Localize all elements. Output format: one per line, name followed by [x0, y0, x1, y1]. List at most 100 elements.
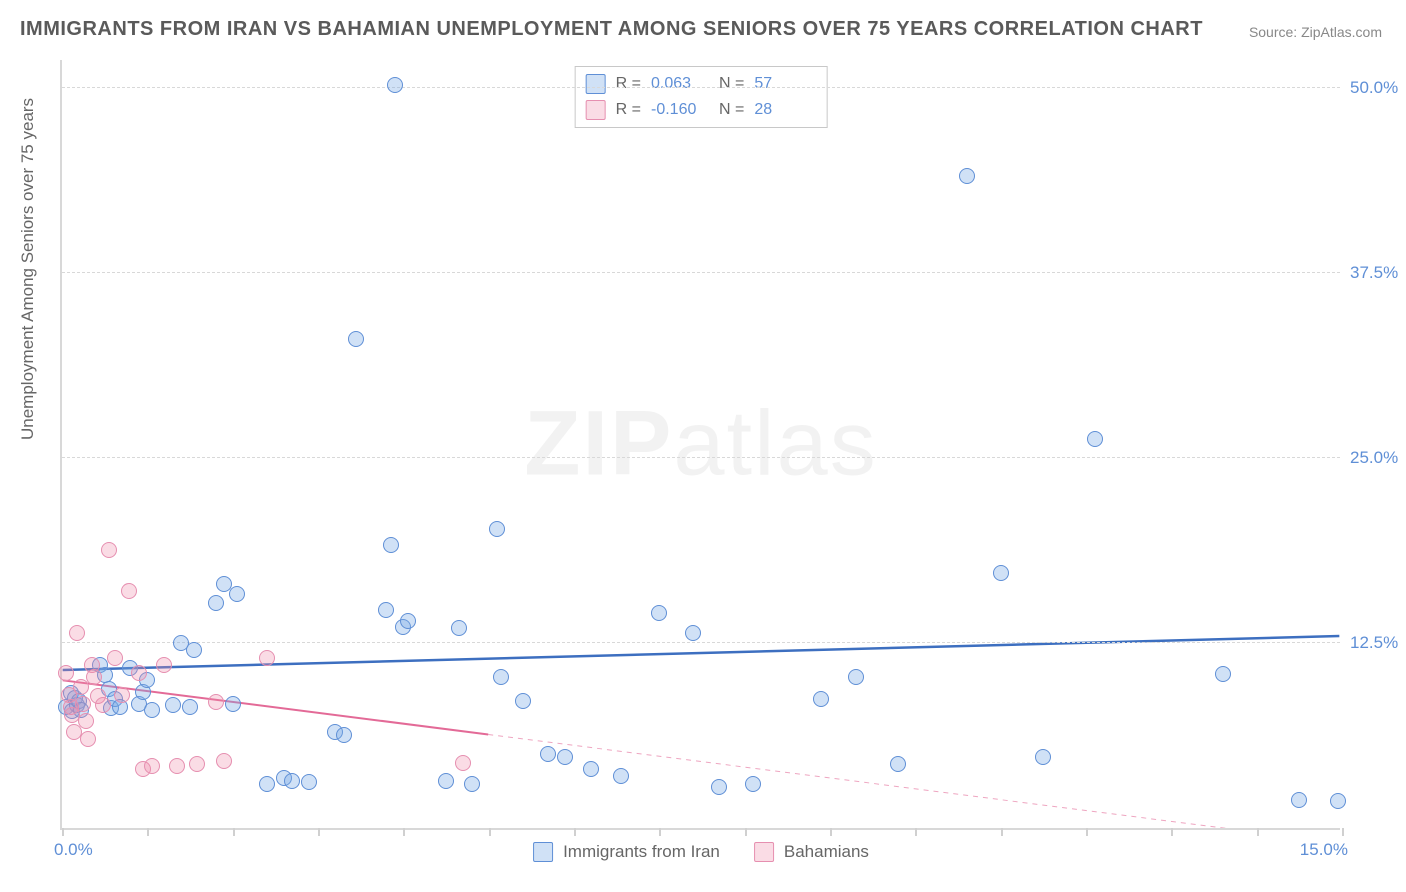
x-tick — [659, 828, 661, 836]
swatch-icon — [586, 100, 606, 120]
data-point — [336, 727, 352, 743]
series-legend-label-1: Bahamians — [784, 842, 869, 862]
x-tick — [233, 828, 235, 836]
x-tick — [318, 828, 320, 836]
legend-n-value-1: 28 — [754, 97, 812, 123]
correlation-legend: R = 0.063 N = 57 R = -0.160 N = 28 — [575, 66, 828, 128]
x-tick — [830, 828, 832, 836]
data-point — [540, 746, 556, 762]
data-point — [651, 605, 667, 621]
data-point — [144, 702, 160, 718]
source-attribution: Source: ZipAtlas.com — [1249, 24, 1382, 40]
data-point — [711, 779, 727, 795]
series-legend-label-0: Immigrants from Iran — [563, 842, 720, 862]
data-point — [259, 650, 275, 666]
x-tick — [489, 828, 491, 836]
data-point — [464, 776, 480, 792]
legend-r-value-0: 0.063 — [651, 71, 709, 97]
data-point — [80, 731, 96, 747]
data-point — [75, 696, 91, 712]
data-point — [107, 650, 123, 666]
data-point — [165, 697, 181, 713]
data-point — [189, 756, 205, 772]
data-point — [1291, 792, 1307, 808]
data-point — [86, 669, 102, 685]
data-point — [1330, 793, 1346, 809]
data-point — [583, 761, 599, 777]
data-point — [455, 755, 471, 771]
data-point — [745, 776, 761, 792]
data-point — [557, 749, 573, 765]
legend-n-label: N = — [719, 97, 744, 123]
y-tick-label: 37.5% — [1350, 263, 1406, 283]
x-tick — [1001, 828, 1003, 836]
data-point — [489, 521, 505, 537]
x-axis-min-label: 0.0% — [54, 840, 93, 860]
data-point — [78, 713, 94, 729]
x-tick — [1171, 828, 1173, 836]
y-tick-label: 50.0% — [1350, 78, 1406, 98]
x-tick — [147, 828, 149, 836]
legend-r-value-1: -0.160 — [651, 97, 709, 123]
x-tick — [403, 828, 405, 836]
data-point — [1215, 666, 1231, 682]
data-point — [259, 776, 275, 792]
swatch-icon — [533, 842, 553, 862]
data-point — [848, 669, 864, 685]
data-point — [348, 331, 364, 347]
data-point — [493, 669, 509, 685]
data-point — [216, 753, 232, 769]
legend-n-label: N = — [719, 71, 744, 97]
data-point — [101, 542, 117, 558]
data-point — [182, 699, 198, 715]
x-tick — [1086, 828, 1088, 836]
data-point — [131, 665, 147, 681]
data-point — [156, 657, 172, 673]
data-point — [69, 625, 85, 641]
data-point — [383, 537, 399, 553]
x-tick — [915, 828, 917, 836]
data-point — [284, 773, 300, 789]
data-point — [225, 696, 241, 712]
source-name: ZipAtlas.com — [1301, 24, 1382, 40]
gridline — [62, 642, 1340, 643]
data-point — [451, 620, 467, 636]
data-point — [121, 583, 137, 599]
data-point — [58, 665, 74, 681]
data-point — [515, 693, 531, 709]
data-point — [169, 758, 185, 774]
data-point — [993, 565, 1009, 581]
x-tick — [745, 828, 747, 836]
data-point — [95, 697, 111, 713]
data-point — [813, 691, 829, 707]
scatter-plot-area: ZIPatlas R = 0.063 N = 57 R = -0.160 N =… — [60, 60, 1340, 830]
y-tick-label: 25.0% — [1350, 448, 1406, 468]
gridline — [62, 272, 1340, 273]
data-point — [378, 602, 394, 618]
legend-n-value-0: 57 — [754, 71, 812, 97]
data-point — [1087, 431, 1103, 447]
x-axis-max-label: 15.0% — [1300, 840, 1348, 860]
series-legend-item-1: Bahamians — [754, 842, 869, 862]
data-point — [438, 773, 454, 789]
data-point — [400, 613, 416, 629]
x-tick — [1342, 828, 1344, 836]
y-tick-label: 12.5% — [1350, 633, 1406, 653]
x-tick — [574, 828, 576, 836]
data-point — [959, 168, 975, 184]
series-legend: Immigrants from Iran Bahamians — [533, 842, 869, 862]
data-point — [208, 595, 224, 611]
data-point — [301, 774, 317, 790]
y-axis-title: Unemployment Among Seniors over 75 years — [18, 98, 38, 440]
data-point — [890, 756, 906, 772]
swatch-icon — [586, 74, 606, 94]
legend-row-series-1: R = -0.160 N = 28 — [586, 97, 813, 123]
data-point — [685, 625, 701, 641]
legend-r-label: R = — [616, 97, 641, 123]
data-point — [387, 77, 403, 93]
trend-lines — [62, 60, 1340, 828]
data-point — [613, 768, 629, 784]
x-tick — [62, 828, 64, 836]
series-legend-item-0: Immigrants from Iran — [533, 842, 720, 862]
x-tick — [1257, 828, 1259, 836]
